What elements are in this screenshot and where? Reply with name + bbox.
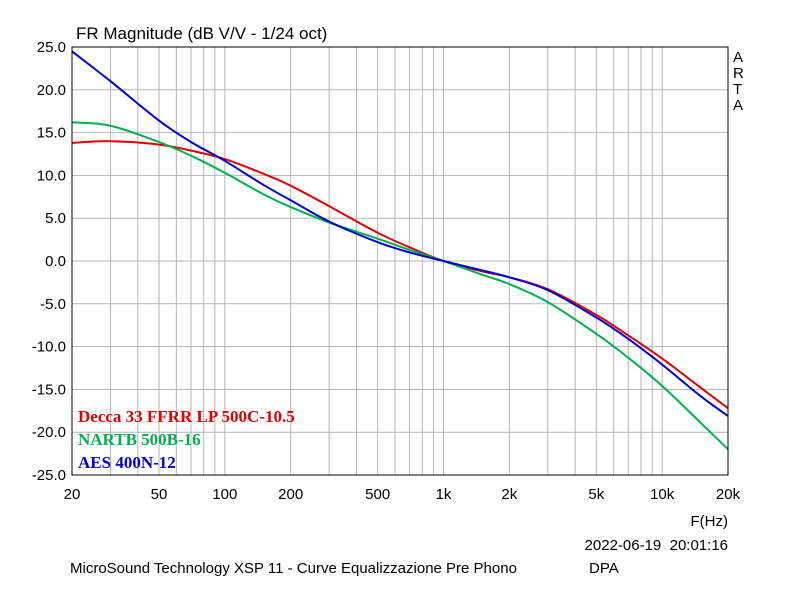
footer-text: MicroSound Technology XSP 11 - Curve Equ… [70,560,517,577]
y-tick-label: 25.0 [37,39,66,56]
series-line-aes [71,50,729,417]
y-tick-label: 10.0 [37,167,66,184]
y-tick-label: -25.0 [32,467,66,484]
legend-entry-decca: Decca 33 FFRR LP 500C-10.5 [78,407,295,426]
x-tick-label: 1k [436,486,452,503]
side-label-letter: R [733,65,744,82]
x-tick-label: 100 [212,486,237,503]
y-tick-label: 0.0 [45,253,66,270]
side-label-letter: A [733,97,743,114]
x-tick-label: 10k [650,486,675,503]
x-tick-label: 50 [151,486,168,503]
x-axis-label: F(Hz) [691,513,729,530]
series-line-nartb [71,121,729,451]
y-tick-label: -10.0 [32,339,66,356]
series-line-decca [71,140,729,410]
side-label-letter: T [733,81,742,98]
y-tick-label: -20.0 [32,424,66,441]
x-axis: 20 50 100 200 500 1k 2k 5k 10k 20k [64,486,741,503]
x-tick-label: 500 [365,486,390,503]
y-tick-label: 15.0 [37,125,66,142]
y-tick-label: -5.0 [40,296,66,313]
y-tick-label: 20.0 [37,82,66,99]
x-tick-label: 2k [501,486,517,503]
x-tick-label: 20k [716,486,741,503]
plot-frame [71,46,729,476]
y-axis: 25.0 20.0 15.0 10.0 5.0 0.0 -5.0 -10.0 -15.0 -20.… [32,39,66,484]
footer-right-text: DPA [589,560,619,577]
x-tick-label: 200 [278,486,303,503]
y-tick-label: 5.0 [45,210,66,227]
legend-entry-nartb: NARTB 500B-16 [78,430,201,449]
x-tick-label: 5k [588,486,604,503]
y-tick-label: -15.0 [32,381,66,398]
legend-entry-aes: AES 400N-12 [78,453,176,472]
legend: Decca 33 FFRR LP 500C-10.5 NARTB 500B-16… [78,407,295,472]
side-label: A R T A [733,49,744,114]
timestamp: 2022-06-19 20:01:16 [585,537,728,554]
series-group [71,50,729,451]
chart-title: FR Magnitude (dB V/V - 1/24 oct) [76,24,327,43]
side-label-letter: A [733,49,743,66]
x-tick-label: 20 [64,486,81,503]
